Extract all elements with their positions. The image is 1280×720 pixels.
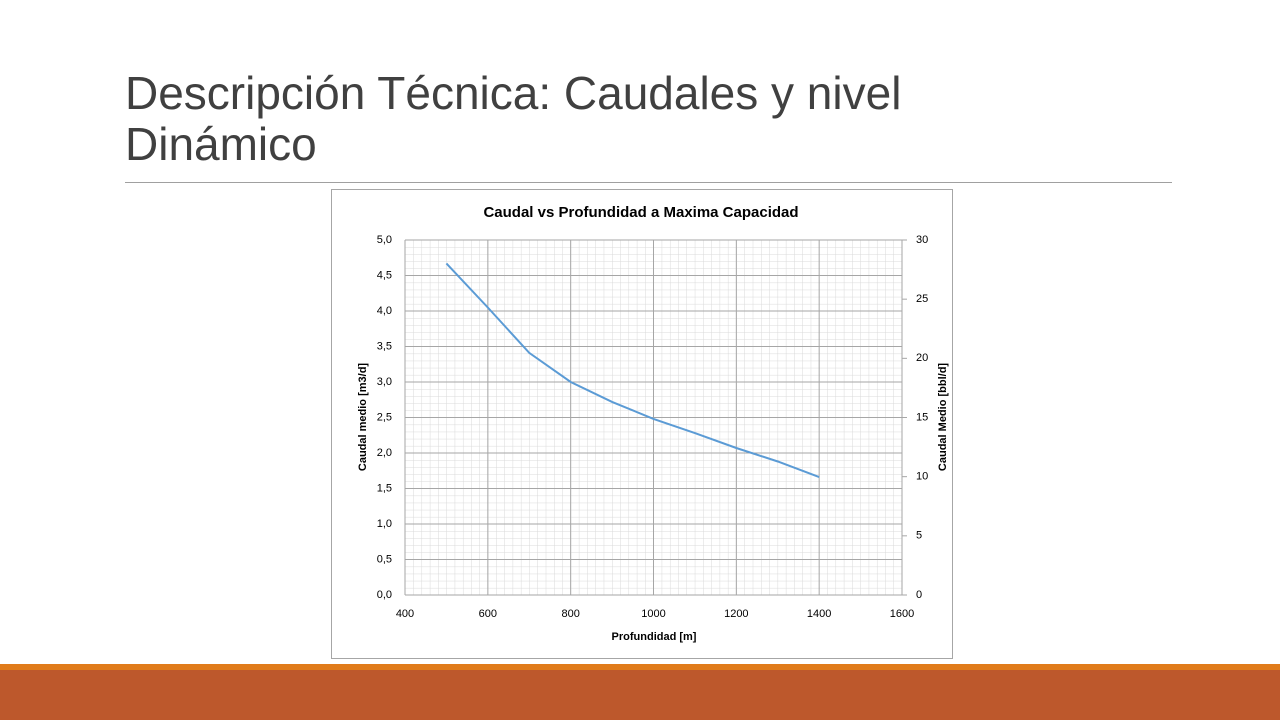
x-tick-label: 1000 xyxy=(641,608,665,620)
y2-tick-label: 30 xyxy=(916,234,928,246)
slide-title: Descripción Técnica: Caudales y nivel Di… xyxy=(125,67,902,170)
y-tick-label: 2,5 xyxy=(377,411,392,423)
footer-stripe xyxy=(0,664,1280,670)
y-tick-label: 4,0 xyxy=(377,305,392,317)
y-tick-label: 0,5 xyxy=(377,553,392,565)
y-tick-label: 4,5 xyxy=(377,269,392,281)
y-tick-label: 3,5 xyxy=(377,340,392,352)
y-tick-label: 5,0 xyxy=(377,234,392,246)
y-tick-label: 1,0 xyxy=(377,518,392,530)
x-axis-label: Profundidad [m] xyxy=(612,631,697,643)
x-tick-label: 1400 xyxy=(807,608,831,620)
y2-tick-label: 0 xyxy=(916,589,922,601)
y2-axis-label: Caudal Medio [bbl/d] xyxy=(937,363,949,471)
y2-tick-label: 10 xyxy=(916,471,928,483)
y-axis-label: Caudal medio [m3/d] xyxy=(357,363,369,472)
x-tick-label: 800 xyxy=(561,608,579,620)
x-tick-label: 1200 xyxy=(724,608,748,620)
data-line xyxy=(445,262,820,479)
x-tick-label: 1600 xyxy=(890,608,914,620)
y2-tick-label: 25 xyxy=(916,293,928,305)
footer-band xyxy=(0,670,1280,720)
y-tick-label: 3,0 xyxy=(377,376,392,388)
y2-tick-label: 5 xyxy=(916,530,922,542)
y2-tick-label: 20 xyxy=(916,352,928,364)
y2-tick-label: 15 xyxy=(916,411,928,423)
y-tick-label: 2,0 xyxy=(377,447,392,459)
chart-title: Caudal vs Profundidad a Maxima Capacidad xyxy=(483,204,798,221)
x-tick-label: 600 xyxy=(479,608,497,620)
x-tick-label: 400 xyxy=(396,608,414,620)
separator xyxy=(125,182,1172,183)
y-tick-label: 0,0 xyxy=(377,589,392,601)
y-tick-label: 1,5 xyxy=(377,482,392,494)
